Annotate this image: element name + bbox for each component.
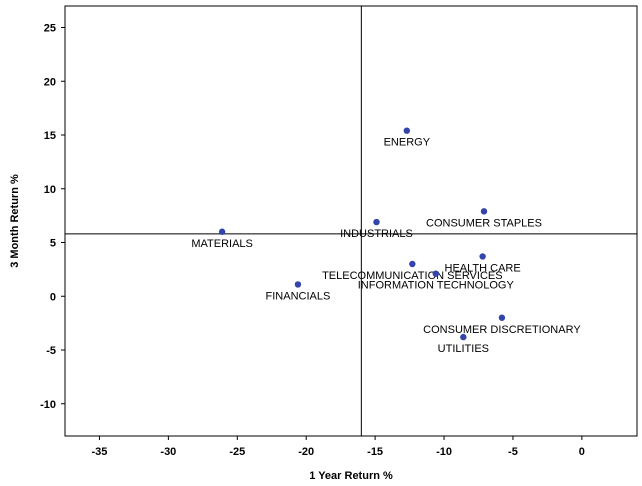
y-tick-label: -10: [40, 399, 56, 411]
x-tick-label: -35: [92, 446, 108, 458]
x-tick-label: -10: [436, 446, 452, 458]
y-tick-label: -5: [46, 345, 56, 357]
y-tick-label: 0: [50, 291, 56, 303]
y-tick-label: 25: [44, 23, 56, 35]
reference-lines: [65, 6, 637, 436]
y-tick-label: 10: [44, 184, 56, 196]
data-point: [480, 208, 488, 215]
point-label: HEALTH CARE: [445, 262, 521, 274]
x-tick-label: 0: [579, 446, 585, 458]
point-label: FINANCIALS: [266, 290, 331, 302]
x-tick-label: -30: [160, 446, 176, 458]
point-label: ENERGY: [384, 137, 431, 149]
y-axis-title: 3 Month Return %: [9, 174, 21, 268]
data-point: [373, 218, 380, 226]
x-tick-label: -25: [229, 446, 245, 458]
point-label: INFORMATION TECHNOLOGY: [358, 280, 515, 292]
data-point: [432, 270, 439, 277]
plot-area: [64, 5, 638, 437]
data-point: [294, 281, 302, 288]
point-label: TELECOMMUNICATION SERVICES: [322, 270, 503, 282]
point-label: CONSUMER STAPLES: [426, 217, 542, 229]
x-tick-label: -20: [298, 446, 314, 458]
data-point: [218, 228, 226, 235]
data-point: [409, 260, 416, 268]
x-tick-label: -15: [367, 446, 383, 458]
point-label: MATERIALS: [191, 238, 253, 250]
y-tick-label: 20: [44, 76, 56, 88]
point-label: UTILITIES: [438, 343, 489, 355]
point-label: CONSUMER DISCRETIONARY: [423, 324, 581, 336]
data-point: [403, 127, 411, 134]
y-axis-ticks: -10 -5 0 5 10 15 20 25: [40, 23, 65, 411]
x-axis-ticks: -35 -30 -25 -20 -15 -10 -5 0: [92, 436, 585, 458]
data-point: [498, 314, 506, 321]
point-label: INDUSTRIALS: [340, 228, 413, 240]
data-point: [479, 253, 486, 260]
data-points: ENERGY CONSUMER STAPLES INDUSTRIALS MATERIA…: [191, 127, 581, 355]
x-axis-title: 1 Year Return %: [309, 470, 393, 482]
y-tick-label: 5: [50, 238, 56, 250]
x-tick-label: -5: [508, 446, 518, 458]
y-tick-label: 15: [44, 130, 56, 142]
data-point: [460, 333, 467, 341]
